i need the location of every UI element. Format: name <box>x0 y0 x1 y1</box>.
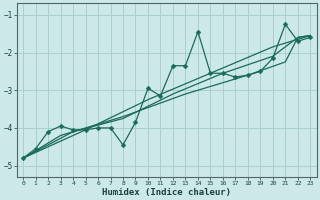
X-axis label: Humidex (Indice chaleur): Humidex (Indice chaleur) <box>102 188 231 197</box>
